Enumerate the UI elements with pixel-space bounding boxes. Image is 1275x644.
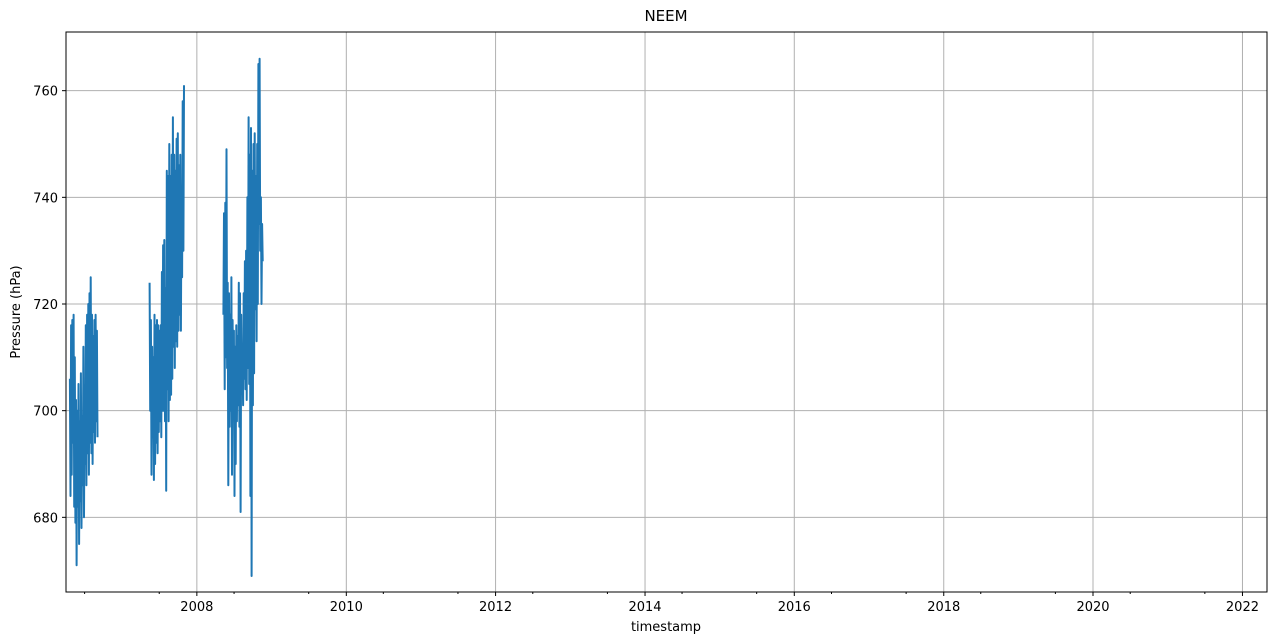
chart-title: NEEM bbox=[644, 7, 687, 25]
x-tick-label: 2016 bbox=[778, 600, 811, 615]
y-tick-label: 680 bbox=[33, 511, 58, 526]
y-tick-label: 700 bbox=[33, 405, 58, 420]
x-axis-label: timestamp bbox=[631, 620, 701, 635]
series-line bbox=[68, 57, 264, 577]
gridlines bbox=[66, 32, 1267, 592]
y-axis: 680 700 720 740 760 bbox=[33, 85, 66, 526]
y-tick-label: 740 bbox=[33, 191, 58, 206]
y-tick-label: 760 bbox=[33, 85, 58, 100]
plot-frame bbox=[65, 31, 1268, 593]
x-tick-label: 2018 bbox=[927, 600, 960, 615]
x-tick-label: 2012 bbox=[479, 600, 512, 615]
x-tick-label: 2020 bbox=[1076, 600, 1109, 615]
y-tick-label: 720 bbox=[33, 298, 58, 313]
x-tick-label: 2014 bbox=[628, 600, 661, 615]
x-tick-label: 2010 bbox=[330, 600, 363, 615]
x-axis: 2008 2010 2012 2014 2016 2018 2020 2022 bbox=[84, 592, 1259, 615]
x-tick-label: 2022 bbox=[1226, 600, 1259, 615]
x-tick-label: 2008 bbox=[180, 600, 213, 615]
y-axis-label: Pressure (hPa) bbox=[9, 265, 24, 358]
